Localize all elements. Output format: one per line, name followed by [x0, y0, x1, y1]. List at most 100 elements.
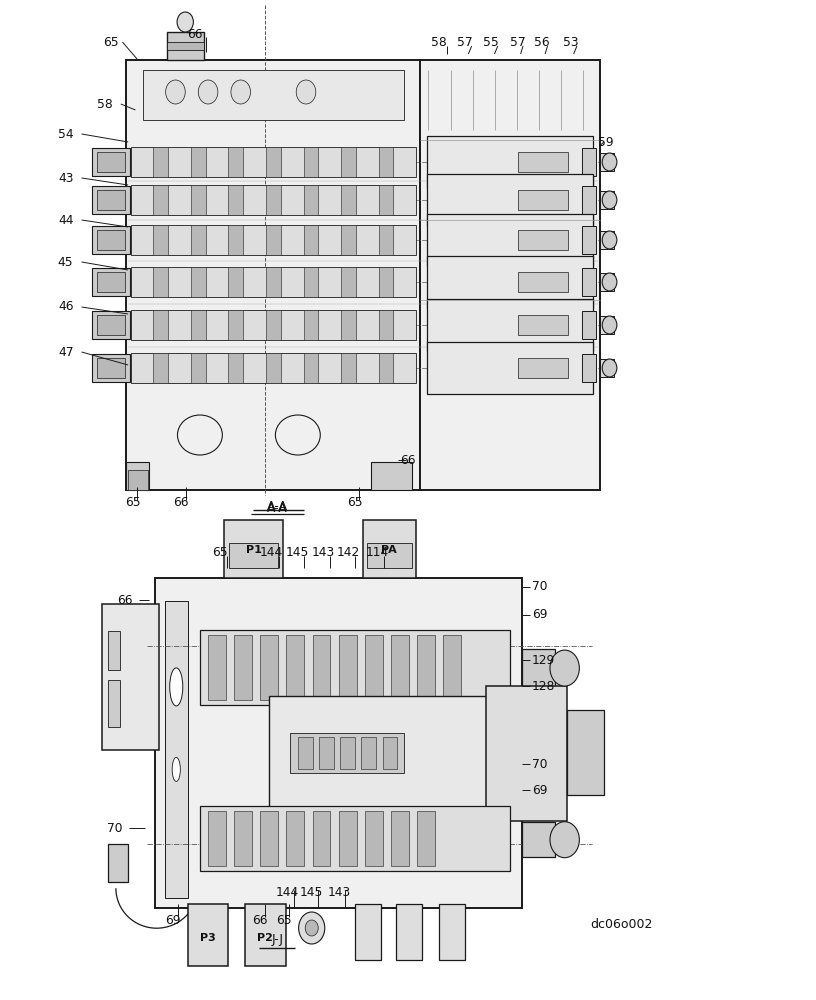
Circle shape — [602, 359, 617, 377]
Bar — [304, 310, 318, 340]
Text: P3: P3 — [200, 933, 216, 943]
Text: 57: 57 — [457, 35, 473, 48]
Bar — [439, 904, 465, 960]
Text: P2: P2 — [257, 933, 273, 943]
Bar — [600, 191, 614, 209]
Bar — [371, 462, 412, 490]
Bar — [341, 310, 356, 340]
Bar — [266, 225, 281, 255]
Text: 54: 54 — [58, 127, 73, 140]
Text: 65: 65 — [125, 496, 141, 510]
Bar — [228, 147, 243, 177]
Bar — [191, 310, 206, 340]
Bar — [228, 267, 243, 297]
Bar — [304, 353, 318, 383]
Text: 65: 65 — [212, 546, 228, 558]
Text: 114: 114 — [366, 546, 388, 558]
Text: 69: 69 — [532, 784, 548, 796]
Bar — [341, 353, 356, 383]
Text: 66: 66 — [118, 593, 133, 606]
Bar — [361, 737, 376, 769]
Bar — [298, 737, 313, 769]
Bar — [420, 60, 600, 490]
Bar — [290, 733, 404, 773]
Text: 65: 65 — [347, 496, 363, 510]
Bar — [522, 649, 555, 687]
Bar — [200, 630, 510, 705]
Bar — [427, 299, 593, 351]
Text: 56: 56 — [534, 35, 550, 48]
Bar — [92, 311, 130, 339]
Bar — [379, 225, 393, 255]
Bar — [108, 680, 120, 726]
Bar — [379, 147, 393, 177]
Bar — [339, 811, 357, 866]
Bar — [304, 185, 318, 215]
Circle shape — [602, 153, 617, 171]
Bar — [417, 635, 435, 700]
Bar — [313, 635, 330, 700]
Text: 43: 43 — [58, 172, 73, 184]
Circle shape — [198, 80, 218, 104]
Bar — [191, 225, 206, 255]
Text: 47: 47 — [58, 346, 73, 359]
Text: 70: 70 — [532, 758, 548, 770]
Bar — [341, 185, 356, 215]
Circle shape — [166, 80, 185, 104]
Bar — [126, 60, 420, 490]
Text: 128: 128 — [532, 680, 556, 692]
Text: 65: 65 — [103, 35, 118, 48]
Bar — [266, 310, 281, 340]
Bar — [365, 635, 383, 700]
Text: 142: 142 — [337, 546, 360, 558]
Bar — [191, 353, 206, 383]
Bar — [518, 190, 568, 210]
Bar — [228, 310, 243, 340]
Bar — [286, 635, 304, 700]
Bar — [128, 470, 148, 490]
Bar — [97, 230, 125, 250]
Bar — [518, 272, 568, 292]
Bar — [391, 635, 409, 700]
Text: 143: 143 — [312, 546, 335, 558]
Bar — [200, 806, 510, 871]
Bar — [365, 811, 383, 866]
Bar — [266, 147, 281, 177]
Bar — [188, 904, 228, 966]
Bar — [427, 256, 593, 308]
Text: PA: PA — [381, 545, 397, 555]
Text: 59: 59 — [597, 135, 614, 148]
Text: 45: 45 — [58, 255, 73, 268]
Bar — [153, 185, 168, 215]
Text: 69: 69 — [166, 914, 180, 926]
Bar — [126, 462, 149, 490]
Bar — [191, 147, 206, 177]
Bar — [260, 811, 278, 866]
Bar — [600, 153, 614, 171]
Bar — [341, 225, 356, 255]
Bar — [131, 353, 416, 383]
Bar — [153, 353, 168, 383]
Circle shape — [296, 80, 316, 104]
Bar — [191, 185, 206, 215]
Bar — [266, 267, 281, 297]
Bar — [92, 186, 130, 214]
Bar — [108, 631, 120, 670]
Bar — [102, 604, 159, 750]
Bar — [313, 811, 330, 866]
Bar — [582, 311, 596, 339]
Text: 145: 145 — [286, 546, 309, 558]
Circle shape — [602, 231, 617, 249]
Bar — [108, 844, 128, 882]
Text: 65: 65 — [276, 914, 292, 926]
Bar — [266, 353, 281, 383]
Bar — [131, 267, 416, 297]
Circle shape — [177, 12, 193, 32]
Circle shape — [231, 80, 251, 104]
Bar — [155, 578, 522, 908]
Bar — [92, 226, 130, 254]
Circle shape — [602, 191, 617, 209]
Text: 70: 70 — [532, 580, 548, 593]
Ellipse shape — [170, 668, 183, 706]
Bar — [600, 316, 614, 334]
